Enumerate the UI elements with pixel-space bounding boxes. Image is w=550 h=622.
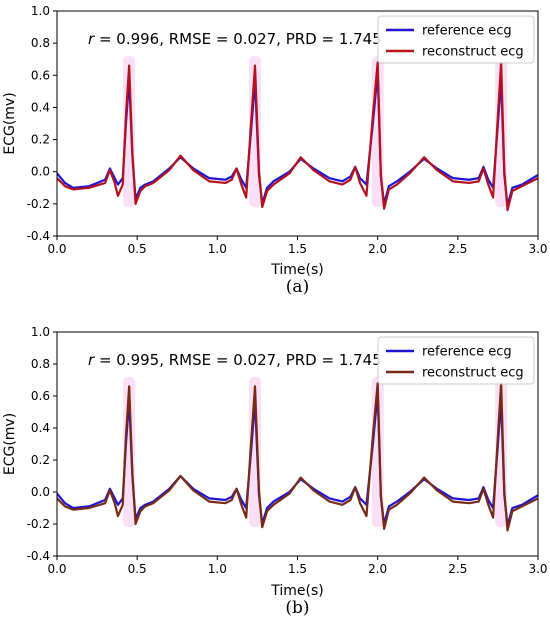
legend: reference ecg reconstruct ecg	[377, 15, 535, 64]
y-tick-label: 0.6	[31, 68, 50, 82]
y-tick-label: 0.0	[31, 485, 50, 499]
r-peak-band	[123, 56, 136, 208]
y-tick-label: 0.2	[31, 133, 50, 147]
y-tick-label: 0.2	[31, 453, 50, 467]
x-tick-label: 0.0	[47, 242, 66, 256]
x-tick-label: 0.0	[47, 562, 66, 576]
legend-entry: reference ecg	[422, 24, 512, 39]
panel-label: (b)	[285, 598, 309, 618]
r-peak-bands	[123, 376, 508, 528]
r-symbol: r	[88, 30, 95, 48]
series-line-reconstruct-ecg	[57, 61, 538, 212]
y-tick-label: 1.0	[31, 325, 50, 339]
series-group	[57, 382, 538, 532]
y-tick-label: 0.4	[31, 100, 50, 114]
r-peak-band	[123, 376, 136, 528]
y-tick-label: -0.2	[27, 197, 50, 211]
y-tick-label: 0.8	[31, 357, 50, 371]
panel-a: 0.0 0.5 1.0 1.5 2.0 2.5 3.0 -0.4 -0.2 0.0 0.2 0.4 0.…	[2, 4, 548, 297]
x-tick-label: 2.5	[448, 242, 467, 256]
metrics-annotation: r = 0.996, RMSE = 0.027, PRD = 1.745	[88, 30, 382, 48]
r-symbol: r	[88, 351, 95, 369]
x-tick-label: 3.0	[528, 562, 547, 576]
y-tick-label: 0.6	[31, 389, 50, 403]
metrics-annotation: r = 0.995, RMSE = 0.027, PRD = 1.745	[88, 351, 382, 369]
panel-label: (a)	[286, 277, 309, 297]
x-tick-label: 1.0	[208, 242, 227, 256]
y-tick-label: 0.4	[31, 421, 50, 435]
x-tick-label: 1.5	[288, 562, 307, 576]
r-peak-bands	[123, 56, 508, 208]
x-tick-label: 2.5	[448, 562, 467, 576]
y-tick-label: 0.8	[31, 36, 50, 50]
x-tick-label: 1.0	[208, 562, 227, 576]
metrics-text: = 0.995, RMSE = 0.027, PRD = 1.745	[94, 351, 382, 369]
x-axis-label: Time(s)	[270, 583, 323, 599]
x-tick-label: 2.0	[368, 242, 387, 256]
legend-entry: reference ecg	[422, 345, 512, 360]
y-tick-label: -0.2	[27, 517, 50, 531]
x-tick-label: 1.5	[288, 242, 307, 256]
x-tick-label: 3.0	[528, 242, 547, 256]
y-tick-label: -0.4	[27, 549, 50, 563]
y-tick-label: -0.4	[27, 229, 50, 243]
panel-b: 0.0 0.5 1.0 1.5 2.0 2.5 3.0 -0.4 -0.2 0.0 0.2 0.4 0.…	[2, 325, 548, 618]
series-group	[57, 61, 538, 212]
legend-box	[377, 336, 535, 385]
legend-entry: reconstruct ecg	[422, 45, 524, 60]
metrics-text: = 0.996, RMSE = 0.027, PRD = 1.745	[94, 30, 382, 48]
series-line-reconstruct-ecg	[57, 382, 538, 532]
y-axis-label: ECG(mv)	[2, 92, 18, 154]
x-tick-label: 0.5	[128, 562, 147, 576]
x-axis-label: Time(s)	[270, 262, 323, 278]
y-tick-label: 0.0	[31, 165, 50, 179]
x-tick-label: 2.0	[368, 562, 387, 576]
x-tick-label: 0.5	[128, 242, 147, 256]
legend: reference ecg reconstruct ecg	[377, 336, 535, 385]
legend-box	[377, 15, 535, 64]
legend-entry: reconstruct ecg	[422, 366, 524, 381]
y-axis-label: ECG(mv)	[2, 413, 18, 475]
y-tick-label: 1.0	[31, 4, 50, 18]
